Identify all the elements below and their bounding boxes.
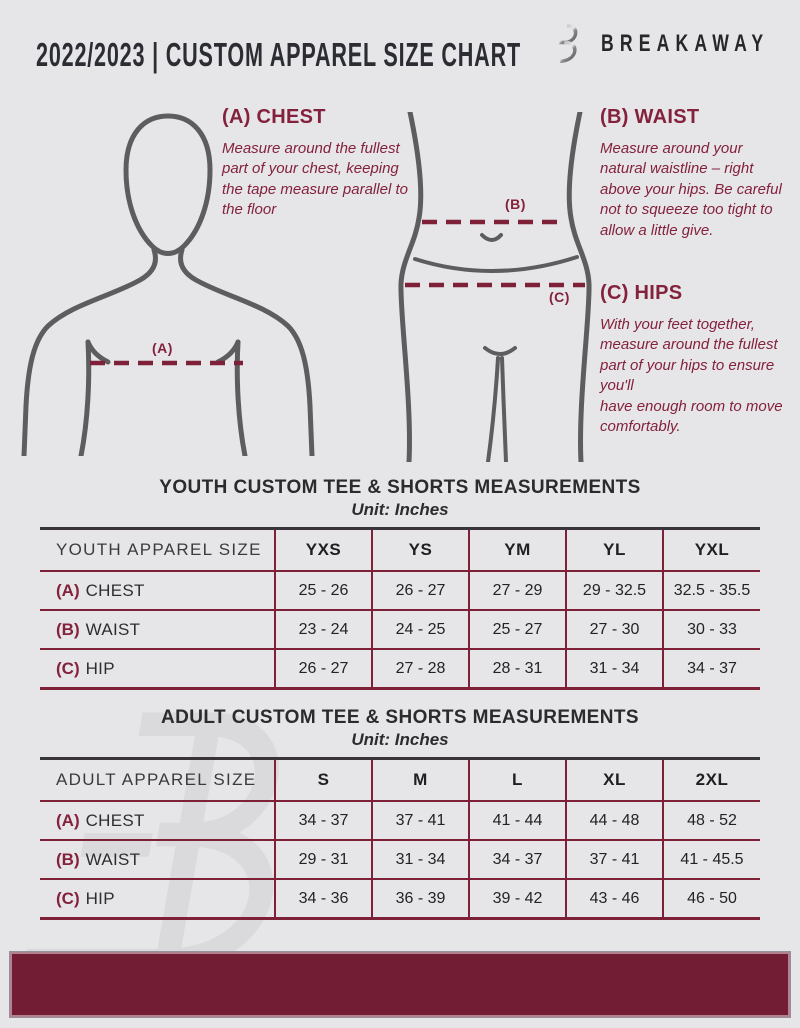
- size-header: YS: [371, 528, 469, 572]
- value-cell: 25 - 26: [274, 571, 372, 611]
- value-cell: 24 - 25: [371, 610, 469, 650]
- chest-instructions: (A) CHEST Measure around the fullest par…: [222, 106, 408, 221]
- youth-header-row: YOUTH APPAREL SIZE YXS YS YM YL YXL: [40, 528, 760, 572]
- adult-size-table: ADULT APPAREL SIZE S M L XL 2XL (A) CHEST…: [40, 757, 760, 920]
- value-cell: 41 - 44: [468, 801, 566, 841]
- chest-instruction-text: Measure around the fullest part of your …: [222, 140, 408, 219]
- adult-hip-row: (C) HIP 34 - 36 36 - 39 39 - 42 43 - 46 4…: [40, 879, 760, 919]
- chest-measure-label: (A): [152, 340, 173, 356]
- hips-instruction-text: With your feet together, measure around …: [600, 316, 783, 435]
- value-cell: 34 - 37: [662, 649, 760, 689]
- size-header: YM: [468, 528, 566, 572]
- youth-chest-row: (A) CHEST 25 - 26 26 - 27 27 - 29 29 - 32…: [40, 571, 760, 611]
- value-cell: 31 - 34: [371, 840, 469, 880]
- brand-lockup: BREAKAWAY: [538, 18, 792, 70]
- value-cell: 43 - 46: [565, 879, 663, 919]
- youth-section-title: YOUTH CUSTOM TEE & SHORTS MEASUREMENTS: [159, 477, 641, 498]
- hips-instructions: (C) HIPS With your feet together, measur…: [600, 282, 796, 437]
- size-header: L: [468, 758, 566, 802]
- value-cell: 32.5 - 35.5: [662, 571, 760, 611]
- value-cell: 26 - 27: [274, 649, 372, 689]
- size-header: M: [371, 758, 469, 802]
- adult-header-row: ADULT APPAREL SIZE S M L XL 2XL: [40, 758, 760, 802]
- chest-figure: [21, 113, 315, 456]
- value-cell: 44 - 48: [565, 801, 663, 841]
- waist-instruction-text: Measure around your natural waistline – …: [600, 140, 782, 239]
- value-cell: 34 - 36: [274, 879, 372, 919]
- breakaway-logo-icon: [539, 24, 578, 63]
- size-header: YXL: [662, 528, 760, 572]
- hips-heading: (C) HIPS: [600, 282, 683, 304]
- row-label: (C) HIP: [56, 888, 115, 908]
- size-header: S: [274, 758, 372, 802]
- value-cell: 39 - 42: [468, 879, 566, 919]
- adult-chest-row: (A) CHEST 34 - 37 37 - 41 41 - 44 44 - 48…: [40, 801, 760, 841]
- value-cell: 34 - 37: [468, 840, 566, 880]
- value-cell: 46 - 50: [662, 879, 760, 919]
- value-cell: 29 - 31: [274, 840, 372, 880]
- size-header: YL: [565, 528, 663, 572]
- size-header: YXS: [274, 528, 372, 572]
- youth-size-table: YOUTH APPAREL SIZE YXS YS YM YL YXL (A) C…: [40, 527, 760, 690]
- value-cell: 23 - 24: [274, 610, 372, 650]
- row-label: (A) CHEST: [40, 801, 275, 841]
- adult-section-title: ADULT CUSTOM TEE & SHORTS MEASUREMENTS: [161, 707, 639, 728]
- value-cell: 34 - 37: [274, 801, 372, 841]
- value-cell: 37 - 41: [565, 840, 663, 880]
- value-cell: 27 - 28: [371, 649, 469, 689]
- size-header: 2XL: [662, 758, 760, 802]
- chest-heading: (A) CHEST: [222, 106, 326, 128]
- adult-unit-label: Unit: Inches: [351, 730, 449, 749]
- row-label: (B) WAIST: [40, 840, 275, 880]
- value-cell: 36 - 39: [371, 879, 469, 919]
- page-title: 2022/2023 | CUSTOM APPAREL SIZE CHART: [36, 36, 521, 74]
- waist-heading: (B) WAIST: [600, 106, 700, 128]
- value-cell: 31 - 34: [565, 649, 663, 689]
- value-cell: 25 - 27: [468, 610, 566, 650]
- youth-hip-row: (C) HIP 26 - 27 27 - 28 28 - 31 31 - 34 3…: [40, 649, 760, 689]
- waist-measure-label: (B): [505, 196, 526, 212]
- youth-size-column-label: YOUTH APPAREL SIZE: [40, 528, 275, 572]
- hips-measure-label: (C): [549, 289, 570, 305]
- value-cell: 37 - 41: [371, 801, 469, 841]
- row-label: (C) HIP: [56, 658, 115, 678]
- value-cell: 48 - 52: [662, 801, 760, 841]
- adult-waist-row: (B) WAIST 29 - 31 31 - 34 34 - 37 37 - 41…: [40, 840, 760, 880]
- value-cell: 41 - 45.5: [662, 840, 760, 880]
- value-cell: 30 - 33: [662, 610, 760, 650]
- value-cell: 26 - 27: [371, 571, 469, 611]
- youth-unit-label: Unit: Inches: [351, 500, 449, 519]
- value-cell: 27 - 30: [565, 610, 663, 650]
- brand-name: BREAKAWAY: [601, 30, 770, 57]
- adult-size-column-label: ADULT APPAREL SIZE: [40, 758, 275, 802]
- row-label: (B) WAIST: [40, 610, 275, 650]
- value-cell: 29 - 32.5: [565, 571, 663, 611]
- waist-instructions: (B) WAIST Measure around your natural wa…: [600, 106, 790, 241]
- value-cell: 27 - 29: [468, 571, 566, 611]
- row-label: (A) CHEST: [40, 571, 275, 611]
- size-header: XL: [565, 758, 663, 802]
- youth-waist-row: (B) WAIST 23 - 24 24 - 25 25 - 27 27 - 30…: [40, 610, 760, 650]
- waist-hips-figure: [398, 112, 592, 462]
- footer-accent-bar: [9, 951, 791, 1018]
- value-cell: 28 - 31: [468, 649, 566, 689]
